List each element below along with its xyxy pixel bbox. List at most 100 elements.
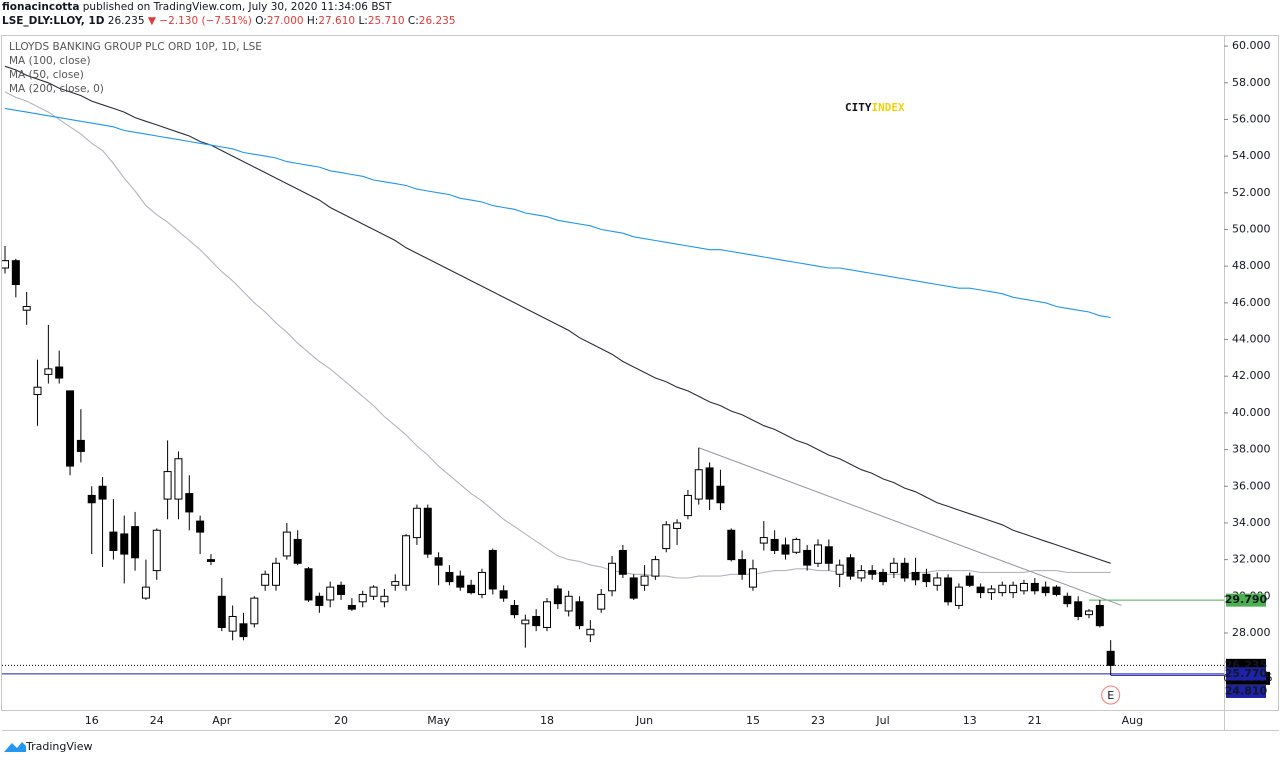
candle-body (87, 494, 96, 504)
candle-body (889, 562, 898, 573)
x-tick-label: Jul (875, 714, 889, 727)
ohlc-open: 27.000 (267, 15, 304, 27)
candle-body (434, 557, 443, 566)
symbol-line: LSE_DLY:LLOY, 1D 26.235 ▼ −2.130 (−7.51%… (2, 15, 456, 27)
y-tick-label: 34.000 (1232, 516, 1271, 529)
moving-average (4, 65, 1111, 564)
ohlc-close-label: C: (408, 15, 419, 27)
y-tick-label: 44.000 (1232, 333, 1271, 346)
x-tick-label: 23 (811, 714, 825, 727)
y-tick-label: 40.000 (1232, 406, 1271, 419)
ohlc-close: 26.235 (419, 15, 456, 27)
logo-index: INDEX (872, 101, 905, 114)
candle-body (575, 601, 584, 627)
y-tick-label: 58.000 (1232, 76, 1271, 89)
candle-body (857, 570, 866, 579)
y-tick-label: 50.000 (1232, 222, 1271, 235)
candle-body (976, 586, 985, 594)
candle-body (879, 571, 888, 583)
author[interactable]: fionacincotta (2, 1, 79, 13)
candle-body (1106, 650, 1115, 666)
candle-body (640, 575, 649, 586)
ohlc-low-label: L: (358, 15, 367, 27)
candle-body (98, 485, 107, 500)
candle-body (673, 522, 682, 529)
logo-city: CITY (845, 101, 872, 114)
ohlc-low: 25.710 (368, 15, 405, 27)
candle-body (868, 570, 877, 575)
price-badge-label: 29.790 (1225, 593, 1268, 606)
y-tick-label: 32.000 (1232, 553, 1271, 566)
candle-body (293, 538, 302, 564)
y-tick-label: 52.000 (1232, 186, 1271, 199)
price-badge (1226, 667, 1266, 681)
candle-body (922, 573, 931, 583)
candle-body (261, 573, 270, 586)
x-tick-label: 24 (150, 714, 164, 727)
candle-body (1030, 582, 1039, 592)
candle-body (629, 577, 638, 599)
candle-body (109, 531, 118, 551)
candle-body (1085, 610, 1093, 616)
candle-body (1063, 595, 1072, 605)
candle-body (803, 549, 812, 566)
candle-body (358, 593, 367, 603)
x-tick-label: 16 (85, 714, 99, 727)
y-tick-label: 56.000 (1232, 112, 1271, 125)
candle-body (120, 533, 129, 555)
change: ▼ −2.130 (−7.51%) (148, 15, 252, 27)
candle-body (445, 571, 454, 583)
candle-body (944, 577, 953, 603)
candle-body (55, 366, 64, 379)
y-tick-label: 48.000 (1232, 259, 1271, 272)
candle-body (987, 588, 996, 594)
chart-frame (1, 35, 1279, 711)
candle-body (369, 586, 378, 597)
candle-body (965, 575, 974, 586)
logo-text: CITYINDEX (845, 101, 905, 114)
candle-body (33, 386, 42, 396)
candle-body (510, 604, 519, 616)
candle-body (824, 546, 833, 564)
price-badge-label: 24.810 (1225, 684, 1268, 697)
candle-body (131, 526, 140, 559)
candle-body (456, 575, 465, 588)
candle-body (499, 590, 508, 599)
candle-body (933, 577, 942, 586)
candle-body (586, 628, 595, 636)
y-tick-label: 36.000 (1232, 479, 1271, 492)
candle-body (900, 562, 909, 579)
candle-body (1052, 586, 1061, 595)
tradingview-logo[interactable]: TradingView (4, 740, 92, 753)
last-price: 26.235 (108, 15, 145, 27)
candle-body (467, 584, 476, 594)
candle-body (792, 538, 801, 553)
candle-body (11, 260, 20, 286)
moving-average (4, 107, 1111, 319)
legend-entry: MA (50, close) (9, 69, 84, 81)
candle-body (239, 623, 248, 638)
watermark-logo: CITYINDEX (845, 101, 905, 114)
candle-body (781, 544, 790, 555)
candle-body (694, 469, 703, 500)
price-badge (1226, 684, 1266, 698)
candle-body (380, 595, 389, 603)
candle-body (1095, 604, 1104, 627)
candle-body (1041, 586, 1050, 594)
candle-body (228, 615, 237, 632)
candle-body (662, 524, 671, 550)
candle-body (44, 368, 53, 375)
y-tick-label: 60.000 (1232, 39, 1271, 52)
candle-body (738, 559, 747, 575)
candle-body (282, 531, 291, 557)
earnings-marker (1101, 685, 1121, 705)
candle-body (315, 595, 324, 606)
candle-body (272, 562, 280, 586)
candle-body (174, 458, 183, 500)
candle-body (423, 507, 432, 555)
candle-body (250, 597, 259, 625)
tv-brand: TradingView (25, 740, 92, 753)
candle-body (954, 586, 963, 606)
y-tick-label: 38.000 (1232, 443, 1271, 456)
